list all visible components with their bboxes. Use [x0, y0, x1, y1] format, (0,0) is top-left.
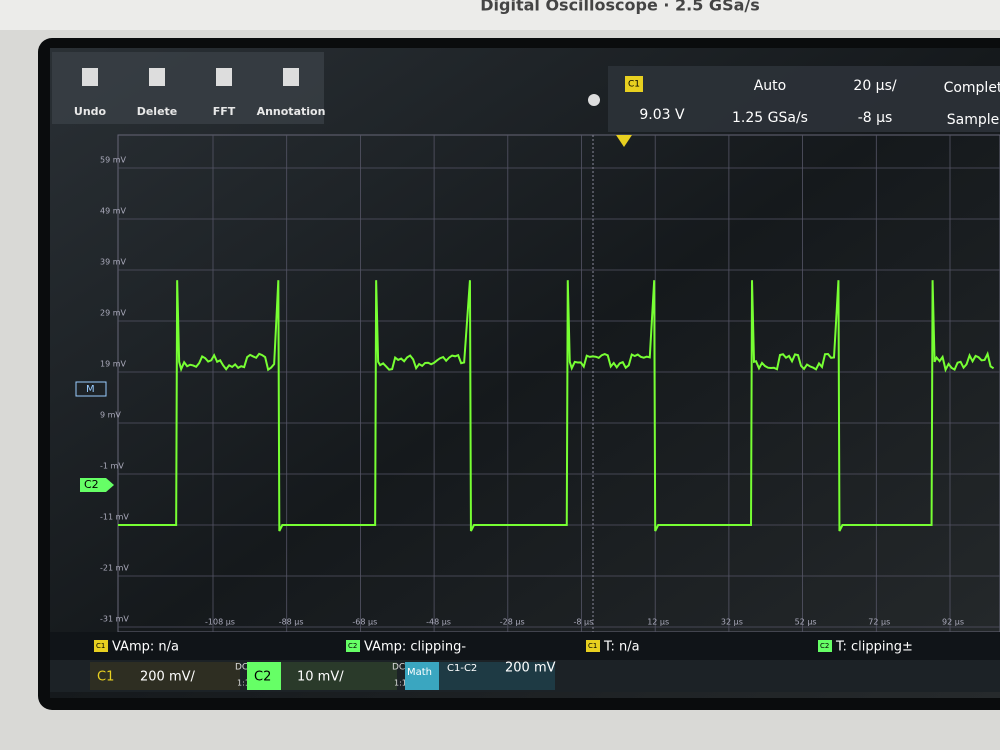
channel-coupling: DC	[392, 663, 405, 673]
y-tick-label: -11 mV	[100, 513, 129, 522]
measure-text: VAmp: n/a	[112, 640, 179, 655]
trigger-level: 9.03 V	[639, 107, 685, 123]
x-tick-label: 92 µs	[942, 618, 964, 627]
measure-text: T: clipping±	[835, 640, 913, 655]
tool-label[interactable]: FFT	[213, 105, 236, 118]
y-tick-label: 39 mV	[100, 258, 127, 267]
tool-label[interactable]: Annotation	[257, 105, 326, 118]
sample-rate: 1.25 GSa/s	[732, 110, 808, 126]
y-tick-label: -1 mV	[100, 462, 124, 471]
channel-coupling: DC	[235, 663, 248, 673]
math-scale: 200 mV	[505, 661, 556, 676]
trigger-marker	[616, 135, 632, 147]
channel-marker-box	[80, 478, 114, 492]
x-tick-label: -48 µs	[426, 618, 451, 627]
delay: -8 µs	[858, 110, 893, 126]
timebase: 20 µs/	[853, 78, 896, 94]
x-tick-label: 12 µs	[647, 618, 669, 627]
channel-name[interactable]: C1	[97, 670, 114, 685]
screen	[50, 48, 1000, 698]
tool-label[interactable]: Undo	[74, 105, 107, 118]
x-tick-label: -108 µs	[205, 618, 235, 627]
y-tick-label: 49 mV	[100, 207, 127, 216]
y-tick-label: 19 mV	[100, 360, 127, 369]
trigger-panel	[608, 66, 1000, 132]
measure-bar	[50, 632, 1000, 660]
bezel-top	[0, 0, 1000, 30]
math-marker-box	[75, 381, 107, 397]
channel-name-box	[247, 662, 281, 690]
x-tick-label: -8 µs	[574, 618, 594, 627]
x-tick-label: 72 µs	[868, 618, 890, 627]
window-title: Digital Oscilloscope · 2.5 GSa/s	[480, 0, 760, 15]
tool-icon[interactable]	[283, 68, 299, 86]
measure-text: VAmp: clipping-	[364, 640, 466, 655]
y-tick-label: -31 mV	[100, 615, 129, 624]
y-tick-label: 59 mV	[100, 156, 127, 165]
math-expr: C1-C2	[447, 663, 477, 674]
y-tick-label: 9 mV	[100, 411, 121, 420]
math-marker: M	[86, 384, 95, 395]
y-tick-label: -21 mV	[100, 564, 129, 573]
tool-icon[interactable]	[82, 68, 98, 86]
measure-badge	[346, 640, 360, 652]
measure-badge	[94, 640, 108, 652]
measure-channel: C1	[96, 642, 105, 650]
toolbar	[52, 52, 324, 124]
measure-text: T: n/a	[603, 640, 640, 655]
tool-label[interactable]: Delete	[137, 105, 178, 118]
x-tick-label: -88 µs	[279, 618, 304, 627]
trigger-mode: Auto	[754, 78, 787, 94]
channel-scale[interactable]: 10 mV/	[297, 670, 344, 685]
channel-probe: 1:1	[237, 679, 250, 688]
settings-icon[interactable]	[588, 94, 600, 106]
channel-name[interactable]: C2	[254, 670, 271, 685]
channel-tab	[90, 662, 240, 690]
math-name[interactable]: Math	[407, 667, 432, 678]
x-tick-label: 52 µs	[795, 618, 817, 627]
measure-badge	[818, 640, 832, 652]
channel-probe: 1:1	[394, 679, 407, 688]
trigger-source: C1	[628, 80, 640, 90]
x-tick-label: -28 µs	[500, 618, 525, 627]
acq-mode: Sample	[947, 112, 1000, 128]
channel-scale[interactable]: 200 mV/	[140, 670, 196, 685]
channel-marker: C2	[84, 478, 99, 491]
acq-state: Complet	[944, 80, 1000, 96]
tool-icon[interactable]	[149, 68, 165, 86]
trigger-source-badge	[625, 76, 643, 92]
waveform	[118, 280, 995, 532]
math-name-box	[405, 662, 439, 690]
x-tick-label: -68 µs	[352, 618, 377, 627]
x-tick-label: 32 µs	[721, 618, 743, 627]
measure-badge	[586, 640, 600, 652]
measure-channel: C2	[820, 642, 829, 650]
measure-channel: C1	[588, 642, 597, 650]
tool-icon[interactable]	[216, 68, 232, 86]
measure-channel: C2	[348, 642, 357, 650]
y-tick-label: 29 mV	[100, 309, 127, 318]
